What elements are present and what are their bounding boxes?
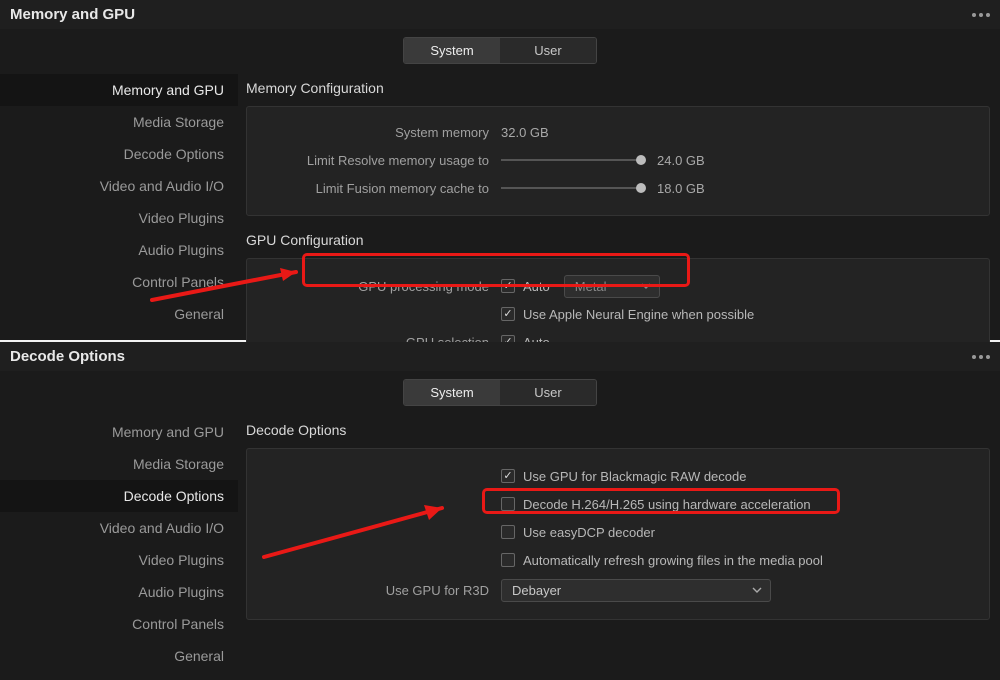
- tab-user[interactable]: User: [500, 380, 596, 405]
- slider-thumb-icon[interactable]: [636, 183, 646, 193]
- blackmagic-raw-label: Use GPU for Blackmagic RAW decode: [523, 469, 746, 484]
- decode-section-panel: Use GPU for Blackmagic RAW decode Decode…: [246, 448, 990, 620]
- sidebar-item-video-audio-io[interactable]: Video and Audio I/O: [0, 170, 238, 202]
- r3d-label: Use GPU for R3D: [261, 583, 501, 598]
- annotation-highlight-box: [482, 488, 840, 514]
- system-memory-label: System memory: [261, 125, 501, 140]
- sidebar-item-media-storage[interactable]: Media Storage: [0, 448, 238, 480]
- panel-header: Memory and GPU: [0, 0, 1000, 29]
- tabbar: System User: [0, 29, 1000, 74]
- neural-engine-checkbox[interactable]: [501, 307, 515, 321]
- resolve-memory-value: 24.0 GB: [657, 153, 705, 168]
- resolve-memory-label: Limit Resolve memory usage to: [261, 153, 501, 168]
- tabbar: System User: [0, 371, 1000, 416]
- sidebar-item-memory-gpu[interactable]: Memory and GPU: [0, 416, 238, 448]
- sidebar-item-audio-plugins[interactable]: Audio Plugins: [0, 234, 238, 266]
- sidebar-item-control-panels[interactable]: Control Panels: [0, 608, 238, 640]
- tab-group: System User: [403, 37, 597, 64]
- sidebar-item-general[interactable]: General: [0, 298, 238, 330]
- content-area: Memory Configuration System memory 32.0 …: [238, 74, 1000, 364]
- sidebar: Memory and GPU Media Storage Decode Opti…: [0, 416, 238, 672]
- r3d-dropdown-value: Debayer: [512, 583, 561, 598]
- auto-refresh-checkbox[interactable]: [501, 553, 515, 567]
- easydcp-checkbox[interactable]: [501, 525, 515, 539]
- panel-title: Memory and GPU: [10, 6, 135, 23]
- sidebar-item-general[interactable]: General: [0, 640, 238, 672]
- fusion-memory-label: Limit Fusion memory cache to: [261, 181, 501, 196]
- decode-section-title: Decode Options: [246, 416, 990, 448]
- sidebar-item-video-plugins[interactable]: Video Plugins: [0, 202, 238, 234]
- r3d-dropdown[interactable]: Debayer: [501, 579, 771, 602]
- blackmagic-raw-checkbox[interactable]: [501, 469, 515, 483]
- resolve-memory-slider[interactable]: [501, 159, 641, 161]
- sidebar-item-memory-gpu[interactable]: Memory and GPU: [0, 74, 238, 106]
- fusion-memory-value: 18.0 GB: [657, 181, 705, 196]
- slider-thumb-icon[interactable]: [636, 155, 646, 165]
- sidebar: Memory and GPU Media Storage Decode Opti…: [0, 74, 238, 364]
- sidebar-item-media-storage[interactable]: Media Storage: [0, 106, 238, 138]
- tab-system[interactable]: System: [404, 380, 500, 405]
- panel-title: Decode Options: [10, 348, 125, 365]
- tab-system[interactable]: System: [404, 38, 500, 63]
- sidebar-item-control-panels[interactable]: Control Panels: [0, 266, 238, 298]
- sidebar-item-video-audio-io[interactable]: Video and Audio I/O: [0, 512, 238, 544]
- easydcp-label: Use easyDCP decoder: [523, 525, 655, 540]
- panel-header: Decode Options: [0, 342, 1000, 371]
- more-options-icon[interactable]: [972, 13, 990, 17]
- neural-engine-label: Use Apple Neural Engine when possible: [523, 307, 754, 322]
- more-options-icon[interactable]: [972, 355, 990, 359]
- content-area: Decode Options Use GPU for Blackmagic RA…: [238, 416, 1000, 672]
- tab-user[interactable]: User: [500, 38, 596, 63]
- sidebar-item-video-plugins[interactable]: Video Plugins: [0, 544, 238, 576]
- chevron-down-icon: [752, 587, 762, 593]
- auto-refresh-label: Automatically refresh growing files in t…: [523, 553, 823, 568]
- tab-group: System User: [403, 379, 597, 406]
- panel-memory-gpu: Memory and GPU System User Memory and GP…: [0, 0, 1000, 340]
- annotation-highlight-box: [302, 253, 690, 287]
- sidebar-item-decode-options[interactable]: Decode Options: [0, 480, 238, 512]
- sidebar-item-decode-options[interactable]: Decode Options: [0, 138, 238, 170]
- fusion-memory-slider[interactable]: [501, 187, 641, 189]
- system-memory-value: 32.0 GB: [501, 125, 549, 140]
- memory-config-title: Memory Configuration: [246, 74, 990, 106]
- memory-config-panel: System memory 32.0 GB Limit Resolve memo…: [246, 106, 990, 216]
- sidebar-item-audio-plugins[interactable]: Audio Plugins: [0, 576, 238, 608]
